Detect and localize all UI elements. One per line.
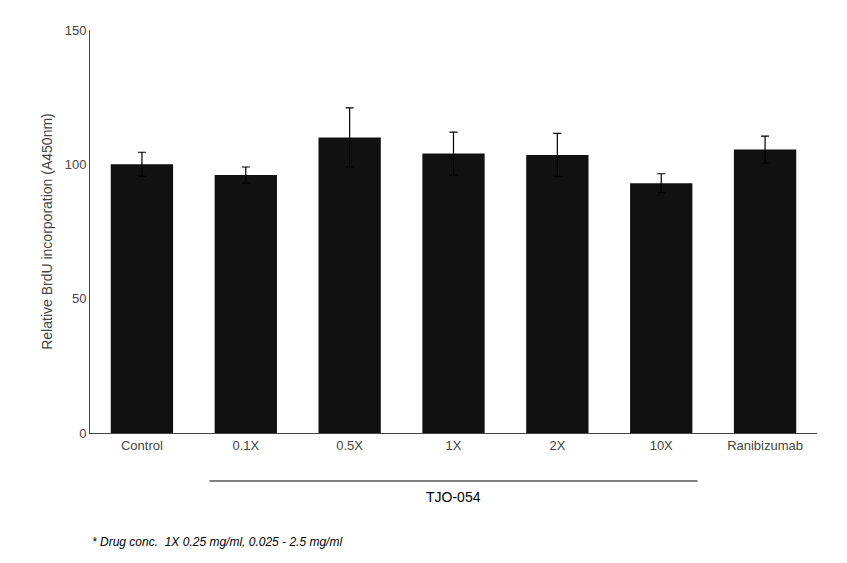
svg-text:10X: 10X — [650, 438, 673, 453]
svg-text:50: 50 — [72, 291, 86, 306]
svg-text:2X: 2X — [549, 438, 565, 453]
svg-text:1X: 1X — [446, 438, 462, 453]
svg-text:TJO-054: TJO-054 — [426, 489, 481, 505]
svg-text:Relative BrdU incorporation (A: Relative BrdU incorporation (A450nm) — [39, 113, 55, 350]
svg-text:0.5X: 0.5X — [336, 438, 363, 453]
svg-text:Control: Control — [121, 438, 163, 453]
svg-text:* Drug conc. 1X 0.25 mg/ml, 0: * Drug conc. 1X 0.25 mg/ml, 0.025 - 2.5 … — [92, 535, 342, 549]
svg-text:Ranibizumab: Ranibizumab — [727, 438, 803, 453]
svg-text:0.1X: 0.1X — [232, 438, 259, 453]
svg-text:150: 150 — [65, 23, 87, 38]
svg-text:0: 0 — [79, 426, 86, 441]
svg-text:100: 100 — [65, 157, 87, 172]
